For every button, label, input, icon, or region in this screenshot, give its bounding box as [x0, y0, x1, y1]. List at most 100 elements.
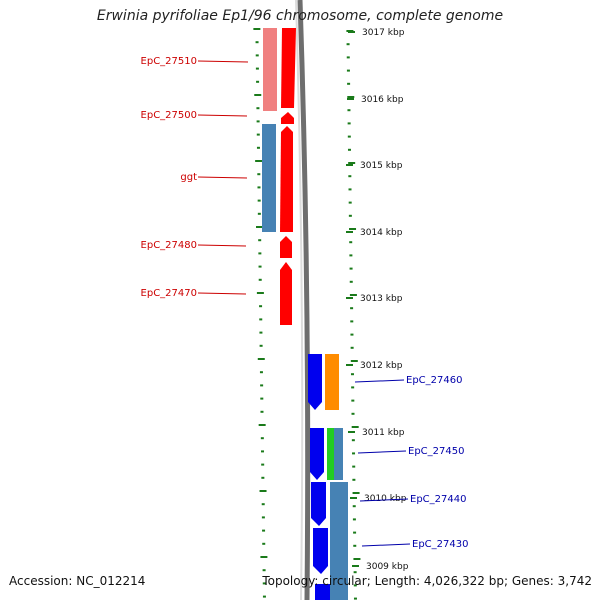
right-tick: [352, 465, 356, 468]
gene-epc27450-blue[interactable]: [310, 428, 324, 480]
left-tick: [259, 318, 263, 321]
gene-label[interactable]: EpC_27450: [408, 446, 464, 457]
right-tick: [349, 228, 357, 230]
left-tick: [259, 331, 263, 334]
scale-tick-label: 3012 kbp: [360, 361, 403, 371]
right-tick: [353, 584, 357, 587]
gene-label[interactable]: ggt: [180, 172, 197, 183]
backbone: [295, 0, 311, 600]
right-tick: [351, 439, 355, 442]
right-tick: [350, 346, 354, 349]
left-tick: [262, 542, 266, 545]
right-tick: [353, 544, 357, 547]
genes-value: 3,742: [557, 574, 592, 588]
scale-tick-mark: [346, 364, 353, 366]
genes-label: Genes:: [511, 574, 554, 588]
scale-tick-label: 3011 kbp: [362, 428, 405, 438]
scale-tick-mark: [346, 297, 353, 299]
right-tick: [352, 478, 356, 481]
left-tick: [256, 292, 264, 294]
right-tick: [349, 254, 353, 257]
left-tick: [254, 94, 262, 96]
left-tick: [261, 503, 265, 506]
scale-tick-label: 3013 kbp: [360, 294, 403, 304]
accession-value: NC_012214: [76, 574, 146, 588]
left-tick: [258, 239, 262, 242]
gene-label-connector: [361, 543, 411, 547]
left-tick: [257, 199, 261, 202]
gene-epc27440-steel[interactable]: [330, 482, 348, 600]
scale-tick-label: 3015 kbp: [360, 161, 403, 171]
right-tick: [352, 505, 356, 508]
accession-label: Accession:: [9, 574, 73, 588]
gene-epc27450-green[interactable]: [327, 428, 334, 480]
gene-red-3[interactable]: [280, 126, 293, 232]
gene-label[interactable]: EpC_27480: [141, 240, 197, 251]
gene-labels-reverse: EpC_27460 EpC_27450 EpC_27440 EpC_27430: [354, 375, 468, 550]
gene-epc27510-pink[interactable]: [263, 28, 277, 111]
gene-epc27450-steel[interactable]: [334, 428, 343, 480]
left-tick: [256, 80, 260, 83]
right-tick: [350, 373, 354, 376]
gene-epc27460-orange[interactable]: [325, 354, 339, 410]
scale-tick-mark: [346, 231, 353, 233]
left-tick: [253, 28, 261, 30]
left-tick: [256, 226, 264, 228]
right-tick: [346, 43, 350, 46]
left-tick: [261, 450, 265, 453]
gene-label[interactable]: EpC_27440: [410, 494, 466, 505]
gene-epc27440-blue[interactable]: [311, 482, 326, 526]
right-tick: [351, 412, 355, 415]
right-tick: [353, 597, 357, 600]
right-tick: [353, 571, 357, 574]
right-tick: [348, 175, 352, 178]
gene-label-connector: [197, 114, 248, 117]
gene-red-5[interactable]: [280, 262, 292, 325]
gene-label[interactable]: EpC_27510: [141, 56, 197, 67]
reverse-genes: [308, 354, 348, 600]
topology-label: Topology:: [262, 574, 319, 588]
scale-tick-label: 3009 kbp: [366, 562, 409, 572]
left-tick: [257, 358, 265, 360]
right-tick: [352, 492, 360, 494]
gene-label[interactable]: EpC_27460: [406, 375, 462, 386]
gene-red-4[interactable]: [280, 236, 292, 258]
left-tick: [255, 54, 259, 57]
gene-epc27460-blue[interactable]: [308, 354, 322, 410]
right-tick: [352, 452, 356, 455]
left-tick: [260, 384, 264, 387]
gene-epc27500-steel[interactable]: [262, 124, 276, 232]
right-tick: [350, 333, 354, 336]
left-tick: [256, 120, 260, 123]
right-tick: [349, 294, 357, 296]
gene-label-connector: [197, 60, 249, 63]
left-tick: [257, 186, 261, 189]
gene-label[interactable]: EpC_27470: [141, 288, 197, 299]
right-tick-track: [346, 30, 361, 600]
right-tick: [347, 122, 351, 125]
gene-red-2[interactable]: [281, 112, 294, 124]
left-tick: [260, 556, 268, 558]
accession-info: Accession: NC_012214: [9, 574, 145, 588]
right-tick: [348, 214, 352, 217]
gene-label-connector: [197, 244, 247, 247]
left-tick-track: [253, 28, 268, 598]
scale-tick-label: 3014 kbp: [360, 228, 403, 238]
left-tick: [262, 595, 266, 598]
left-tick: [258, 265, 262, 268]
map-title: Erwinia pyrifoliae Ep1/96 chromosome, co…: [96, 8, 504, 24]
left-tick: [262, 582, 266, 585]
gene-blue-tail[interactable]: [315, 584, 330, 600]
gene-label-connector: [197, 176, 248, 179]
right-tick: [350, 320, 354, 323]
left-tick: [262, 569, 266, 572]
gene-label[interactable]: EpC_27430: [412, 539, 468, 550]
gene-red-1[interactable]: [281, 28, 296, 108]
left-tick: [255, 160, 263, 162]
gene-label[interactable]: EpC_27500: [141, 110, 197, 121]
gene-label-connector: [197, 292, 247, 295]
gene-epc27430-blue[interactable]: [313, 528, 328, 574]
gene-label-connector: [357, 450, 407, 454]
scale-tick-mark: [348, 431, 355, 433]
left-tick: [259, 344, 263, 347]
